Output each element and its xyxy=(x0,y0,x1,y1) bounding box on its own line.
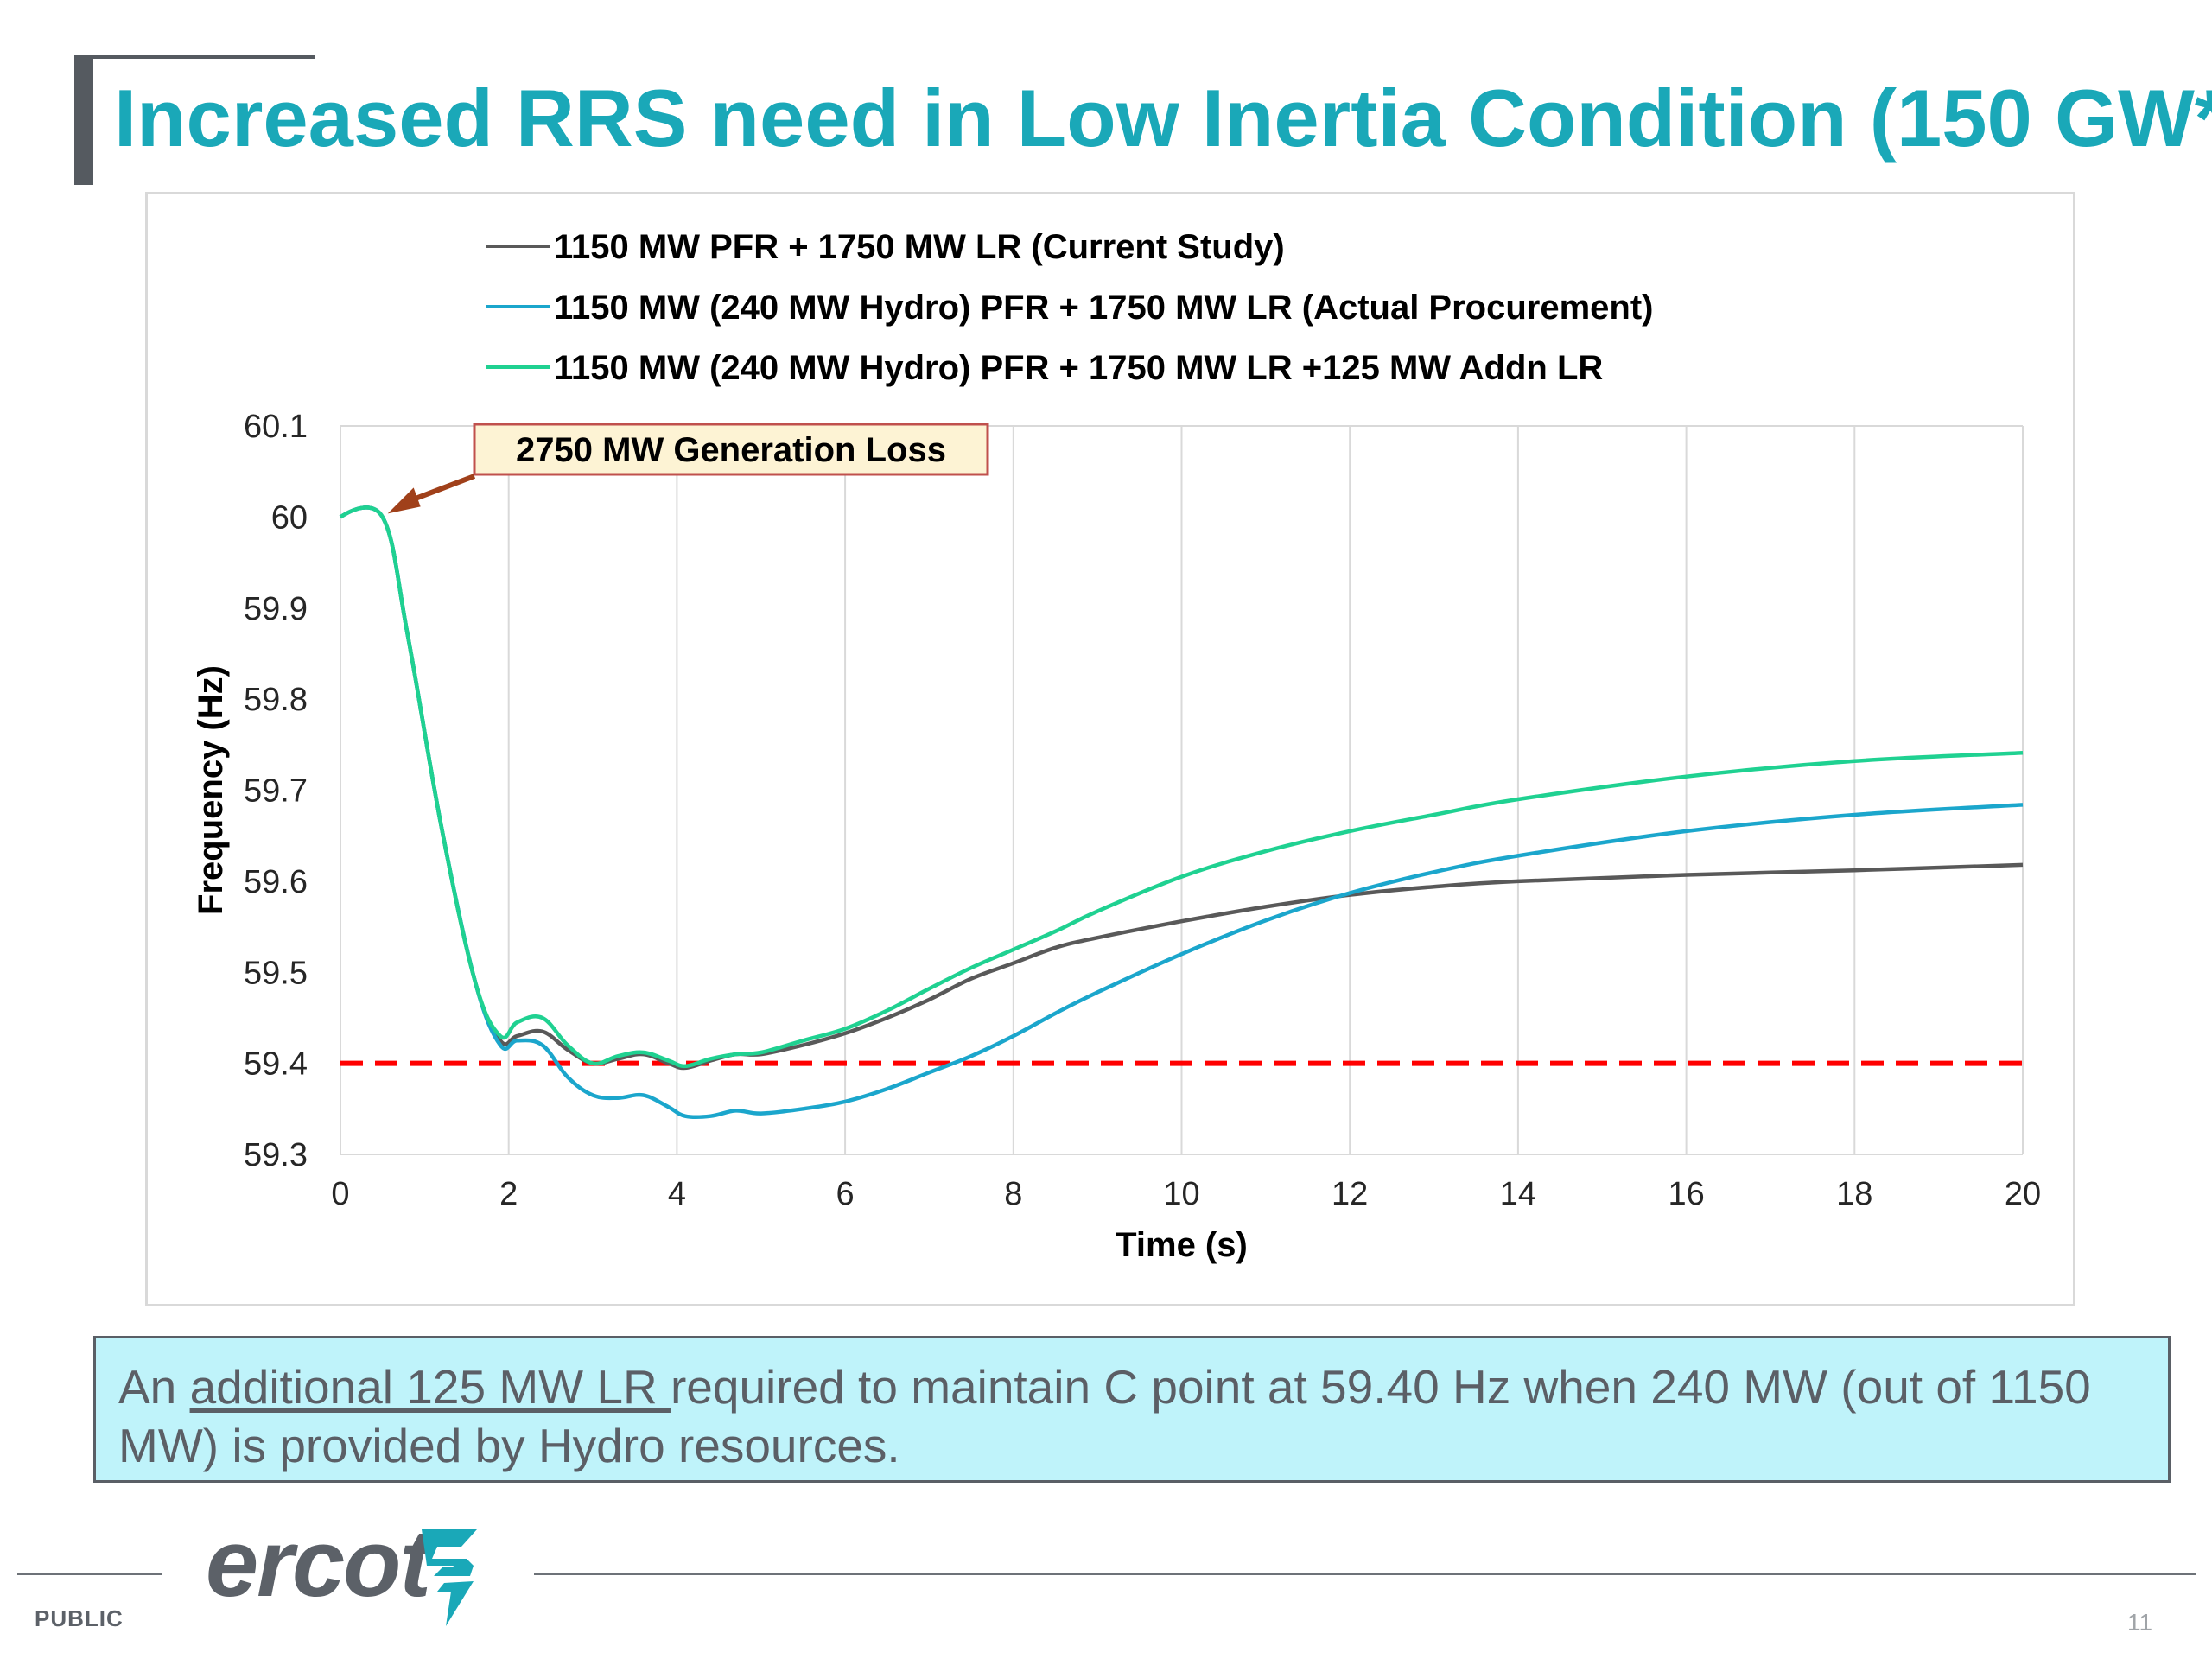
page-number: 11 xyxy=(2127,1609,2153,1636)
note-text-end: required to maintain C point at 59.40 Hz… xyxy=(118,1360,2091,1472)
footer-divider-right xyxy=(534,1573,2196,1575)
x-tick-label: 16 xyxy=(1668,1176,1704,1212)
chart-frame: 0 2 4 6 8 10 12 14 16 18 20 59.3 59.4 59.5 59.6 59.7 59.… xyxy=(145,192,2075,1306)
y-tick-label: 59.5 xyxy=(244,955,308,991)
legend-entry-current-study: 1150 MW PFR + 1750 MW LR (Current Study) xyxy=(554,228,1285,266)
footer-divider-left xyxy=(17,1573,162,1575)
x-tick-label: 4 xyxy=(668,1176,686,1212)
x-tick-label: 6 xyxy=(836,1176,855,1212)
x-tick-label: 18 xyxy=(1836,1176,1872,1212)
annotation-arrow-head xyxy=(387,487,421,514)
series-addn-lr-line xyxy=(339,505,2024,1069)
y-tick-label: 59.7 xyxy=(244,773,308,810)
slide-title: Increased RRS need in Low Inertia Condit… xyxy=(114,73,2212,163)
title-accent-bar xyxy=(74,55,93,185)
ercot-logo-text: ercot xyxy=(206,1510,431,1617)
y-tick-label: 59.8 xyxy=(244,682,308,718)
y-tick-label: 59.4 xyxy=(244,1046,308,1083)
x-tick-label: 2 xyxy=(499,1176,518,1212)
classification-label: PUBLIC xyxy=(35,1605,124,1631)
y-axis-title: Frequency (Hz) xyxy=(192,665,230,915)
frequency-chart: 0 2 4 6 8 10 12 14 16 18 20 59.3 59.4 59.5 59.6 59.7 59.… xyxy=(192,228,2041,1264)
annotation-box xyxy=(473,423,989,476)
y-tick-label: 60 xyxy=(271,499,308,536)
x-tick-label: 10 xyxy=(1163,1176,1199,1212)
x-tick-label: 8 xyxy=(1004,1176,1022,1212)
note-callout: An additional 125 MW LR required to main… xyxy=(93,1336,2171,1483)
x-tick-label: 12 xyxy=(1332,1176,1368,1212)
x-tick-label: 14 xyxy=(1500,1176,1536,1212)
x-axis-title: Time (s) xyxy=(1116,1226,1248,1264)
y-tick-label: 60.1 xyxy=(244,409,308,445)
legend-entry-actual-procurement: 1150 MW (240 MW Hydro) PFR + 1750 MW LR … xyxy=(554,289,1653,327)
title-accent-line xyxy=(74,55,315,59)
ercot-logo-icon xyxy=(422,1529,477,1626)
y-tick-label: 59.9 xyxy=(244,591,308,627)
legend-entry-addn-lr: 1150 MW (240 MW Hydro) PFR + 1750 MW LR … xyxy=(554,349,1603,387)
annotation-label: 2750 MW Generation Loss xyxy=(516,431,946,469)
x-tick-label: 20 xyxy=(2005,1176,2041,1212)
note-text-start: An xyxy=(118,1360,190,1414)
x-tick-label: 0 xyxy=(331,1176,349,1212)
y-tick-label: 59.3 xyxy=(244,1137,308,1173)
note-text-underlined: additional 125 MW LR xyxy=(189,1360,671,1414)
y-tick-label: 59.6 xyxy=(244,864,308,900)
